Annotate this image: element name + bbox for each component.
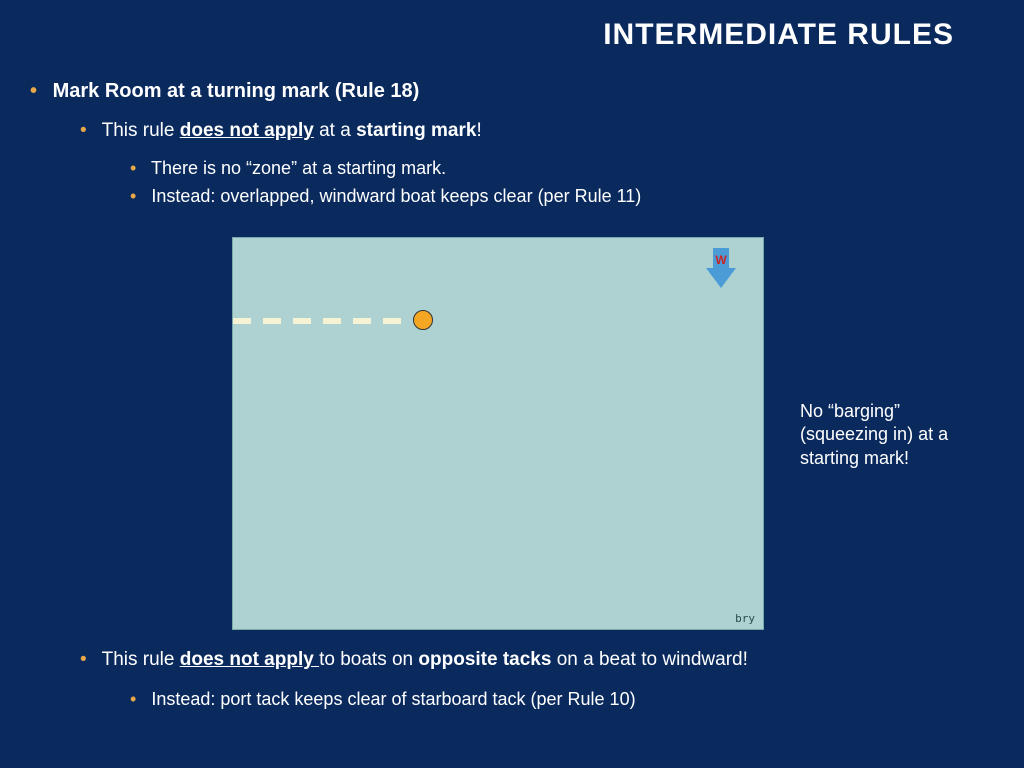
diagram-credit: bry xyxy=(735,612,755,625)
bullet-icon: • xyxy=(80,649,87,670)
text-part: ! xyxy=(476,120,481,141)
text-part: This rule xyxy=(102,649,180,670)
wind-letter: W xyxy=(715,253,727,267)
sub-sub-item-1a: • There is no “zone” at a starting mark. xyxy=(130,156,994,180)
bullet-icon: • xyxy=(80,120,87,141)
sub-item-2: • This rule does not apply to boats on o… xyxy=(80,648,994,673)
bold-text: starting mark xyxy=(356,120,476,141)
diagram: W bry xyxy=(232,237,764,630)
text-part: to boats on xyxy=(319,649,418,670)
bullet-icon: • xyxy=(130,158,136,178)
text-part: This rule xyxy=(102,120,180,141)
text: Instead: port tack keeps clear of starbo… xyxy=(151,689,635,709)
content-block: • Mark Room at a turning mark (Rule 18) … xyxy=(30,80,994,212)
emph-text: does not apply xyxy=(180,649,319,670)
below-block: • This rule does not apply to boats on o… xyxy=(30,648,994,715)
wind-arrow-icon: W xyxy=(704,248,738,290)
headline-item: • Mark Room at a turning mark (Rule 18) xyxy=(30,80,994,103)
dashed-line xyxy=(233,318,413,324)
emph-text: does not apply xyxy=(180,120,314,141)
bullet-icon: • xyxy=(130,689,136,709)
bullet-icon: • xyxy=(30,80,37,102)
text-part: at a xyxy=(314,120,356,141)
bold-text: opposite tacks xyxy=(418,649,551,670)
text: Instead: overlapped, windward boat keeps… xyxy=(151,186,641,206)
bullet-icon: • xyxy=(130,186,136,206)
text: There is no “zone” at a starting mark. xyxy=(151,158,446,178)
sub-sub-item-2a: • Instead: port tack keeps clear of star… xyxy=(130,687,994,711)
sub-item-1: • This rule does not apply at a starting… xyxy=(80,119,994,144)
mark-circle-icon xyxy=(413,310,433,330)
sub-sub-item-1b: • Instead: overlapped, windward boat kee… xyxy=(130,184,994,208)
page-title: INTERMEDIATE RULES xyxy=(603,18,954,52)
headline-text: Mark Room at a turning mark (Rule 18) xyxy=(53,80,420,102)
side-note: No “barging” (squeezing in) at a startin… xyxy=(800,400,990,470)
text-part: on a beat to windward! xyxy=(551,649,747,670)
